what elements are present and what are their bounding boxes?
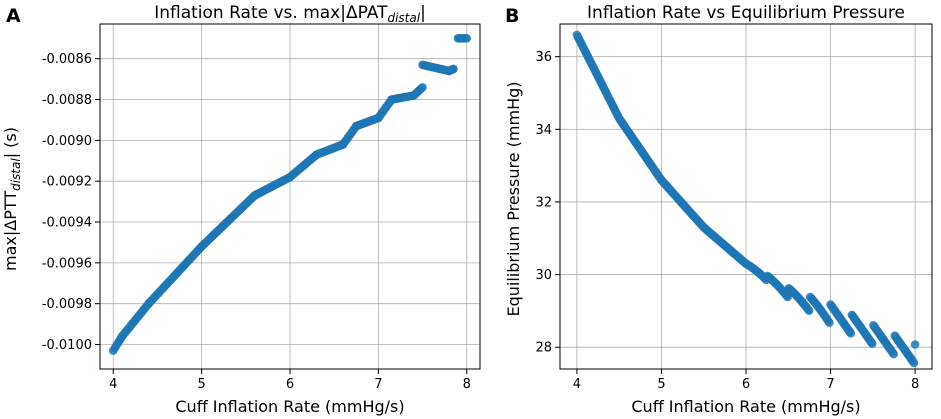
panel-a-y-tick-label: -0.0088 [42, 93, 92, 108]
panel-a-x-tick-label: 6 [286, 377, 294, 392]
panel-b-x-tick-label: 8 [911, 377, 919, 392]
panel-b-plot: 4 5 6 7 8 28 30 32 34 36 [535, 23, 933, 392]
panel-a-y-tick-label: -0.0086 [42, 52, 92, 67]
panel-a-data-point [418, 82, 427, 92]
panel-b-y-tick-label: 30 [535, 268, 552, 283]
panel-a-y-tick-label: -0.0100 [42, 338, 92, 353]
panel-b-title: Inflation Rate vs Equilibrium Pressure [587, 3, 905, 23]
panel-b-x-tick-label: 7 [826, 377, 834, 392]
panel-b-data-point [867, 339, 877, 348]
panel-a-frame [99, 23, 481, 370]
panel-a-y-tick-label: -0.0094 [42, 216, 92, 231]
panel-a-scatter-points [108, 33, 472, 355]
panel-b-y-axis-label: Equilibrium Pressure (mmHg) [504, 82, 523, 317]
panel-b-y-tick-label: 34 [535, 123, 552, 138]
panel-b-x-tick-label: 4 [573, 377, 581, 392]
panel-b-data-point [910, 340, 920, 349]
panel-b-y-tick-label: 32 [535, 195, 552, 210]
panel-b-x-axis-label: Cuff Inflation Rate (mmHg/s) [631, 397, 860, 416]
panel-a-y-tick-label: -0.0092 [42, 175, 92, 190]
panel-a-y-tick-label: -0.0090 [42, 134, 92, 149]
panel-a-plot: 4 5 6 7 8 -0.0100 -0.0098 -0.0096 -0.0094 -0.0092… [42, 23, 481, 392]
panel-b-data-point [889, 349, 898, 359]
panel-b-data-point [804, 306, 814, 316]
panel-b-y-tick-label: 36 [535, 50, 552, 65]
panel-b-data-point [825, 318, 834, 328]
panel-b-y-tick-label: 28 [535, 341, 552, 356]
panel-b-data-point [909, 358, 919, 368]
panel-b-data-point [846, 329, 856, 338]
panel-a-y-axis-label: max|ΔPTTdistal| (s) [1, 127, 23, 271]
panel-a-x-tick-label: 4 [109, 377, 117, 392]
panel-b-scatter-points [572, 30, 920, 368]
panel-b-frame [559, 23, 933, 370]
panel-a-x-tick-label: 5 [197, 377, 205, 392]
panel-a-x-tick-label: 7 [374, 377, 382, 392]
panel-b-x-tick-label: 5 [657, 377, 665, 392]
panel-letter-b: B [505, 5, 519, 27]
panel-a-title: Inflation Rate vs. max|ΔPATdistal| [154, 3, 426, 25]
panel-letter-a: A [6, 5, 21, 27]
panel-a-data-point [462, 33, 472, 43]
panel-a-x-tick-label: 8 [463, 377, 471, 392]
panel-a-y-tick-label: -0.0098 [42, 297, 92, 312]
panel-a-y-tick-label: -0.0096 [42, 256, 92, 271]
panel-a-data-point [449, 64, 458, 74]
panel-a-x-axis-label: Cuff Inflation Rate (mmHg/s) [175, 397, 404, 416]
panel-b-x-tick-label: 6 [742, 377, 750, 392]
